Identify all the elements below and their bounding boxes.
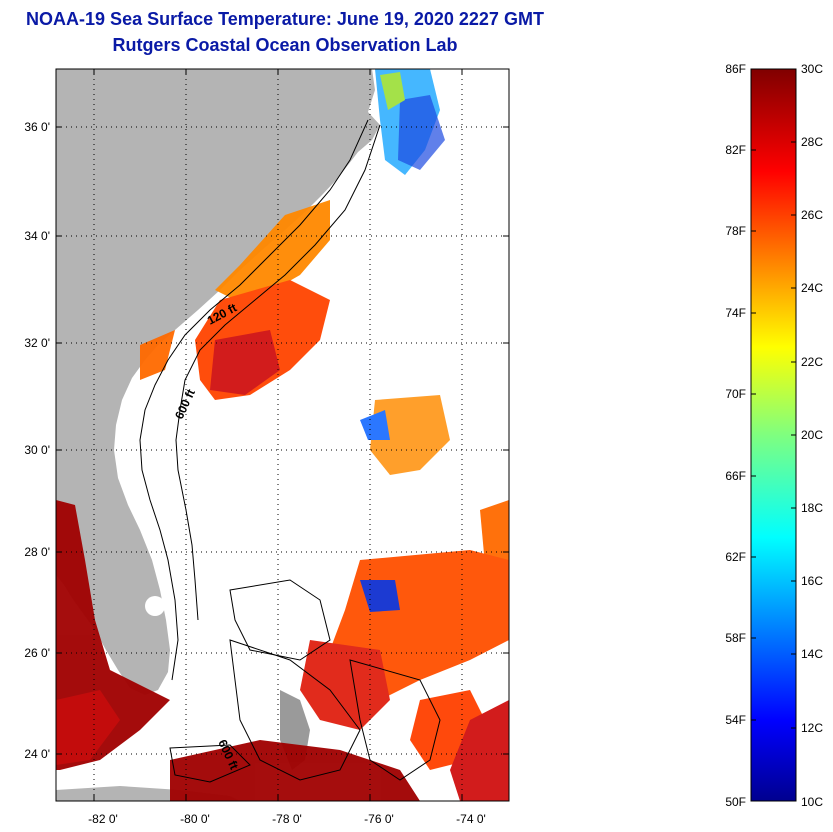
map-frame — [55, 68, 510, 802]
latitude-labels: 36 0' 34 0' 32 0' 30 0' 28 0' 26 0' 24 0… — [24, 120, 50, 761]
map-content: 120 ft 600 ft 600 ft — [56, 69, 509, 801]
colorbar-fahrenheit-labels: 86F 82F 78F 74F 70F 66F 62F 58F 54F 50F — [725, 62, 746, 809]
colorbar-c-label: 14C — [801, 647, 823, 661]
depth-contours — [139, 119, 441, 783]
longitude-labels: -82 0' -80 0' -78 0' -76 0' -74 0' — [88, 812, 486, 826]
colorbar-f-label: 54F — [725, 713, 746, 727]
colorbar-f-label: 82F — [725, 143, 746, 157]
colorbar-f-label: 74F — [725, 306, 746, 320]
colorbar-c-label: 20C — [801, 428, 823, 442]
lat-label: 26 0' — [24, 646, 50, 660]
map-title: NOAA-19 Sea Surface Temperature: June 19… — [26, 9, 544, 29]
lat-label: 36 0' — [24, 120, 50, 134]
lon-label: -80 0' — [180, 812, 210, 826]
colorbar-c-label: 10C — [801, 795, 823, 809]
sst-data-overlay — [56, 69, 509, 801]
colorbar-c-label: 18C — [801, 501, 823, 515]
colorbar-f-label: 66F — [725, 469, 746, 483]
colorbar-f-label: 78F — [725, 224, 746, 238]
land-mainland — [56, 69, 380, 695]
colorbar-c-label: 24C — [801, 281, 823, 295]
colorbar-f-label: 86F — [725, 62, 746, 76]
map-subtitle: Rutgers Coastal Ocean Observation Lab — [112, 35, 458, 55]
lat-label: 24 0' — [24, 747, 50, 761]
lat-label: 30 0' — [24, 443, 50, 457]
colorbar — [750, 68, 797, 802]
lon-label: -82 0' — [88, 812, 118, 826]
graticule — [56, 69, 509, 801]
colorbar-c-label: 12C — [801, 721, 823, 735]
lon-label: -78 0' — [272, 812, 302, 826]
map-ticks — [56, 69, 509, 801]
colorbar-c-label: 16C — [801, 574, 823, 588]
lat-label: 34 0' — [24, 229, 50, 243]
colorbar-f-label: 58F — [725, 631, 746, 645]
colorbar-f-label: 50F — [725, 795, 746, 809]
colorbar-f-label: 70F — [725, 387, 746, 401]
colorbar-celsius-labels: 30C 28C 26C 24C 22C 20C 18C 16C 14C 12C … — [801, 62, 823, 809]
lon-label: -76 0' — [364, 812, 394, 826]
lake-okeechobee — [145, 596, 165, 616]
colorbar-c-label: 22C — [801, 355, 823, 369]
lon-label: -74 0' — [456, 812, 486, 826]
colorbar-c-label: 28C — [801, 135, 823, 149]
lat-label: 28 0' — [24, 545, 50, 559]
lat-label: 32 0' — [24, 336, 50, 350]
colorbar-ticks — [751, 141, 796, 729]
colorbar-c-label: 30C — [801, 62, 823, 76]
colorbar-c-label: 26C — [801, 208, 823, 222]
colorbar-f-label: 62F — [725, 550, 746, 564]
